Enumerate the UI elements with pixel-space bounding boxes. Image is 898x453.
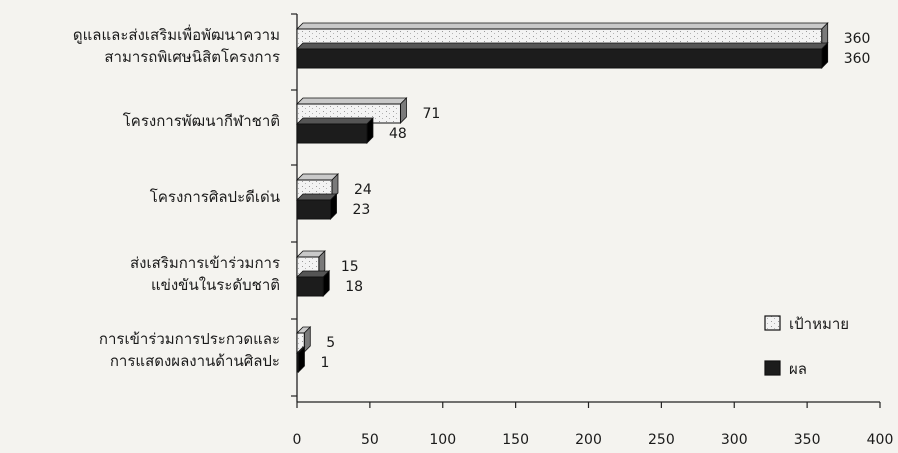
x-tick-label: 100 (429, 432, 456, 448)
x-tick-label: 50 (361, 432, 379, 448)
category-label: ดูแลและส่งเสริมเพื่อพัฒนาความสามารถพิเศษ… (73, 24, 280, 66)
result-value-label: 360 (844, 51, 871, 67)
x-tick-label: 300 (721, 432, 748, 448)
legend-swatch-target (764, 315, 781, 331)
category-label: โครงการศิลปะดีเด่น (150, 188, 280, 206)
legend-label-result: ผล (789, 360, 807, 378)
category-label-line: ดูแลและส่งเสริมเพื่อพัฒนาความ (73, 24, 280, 44)
result-value-label: 23 (353, 202, 371, 218)
result-bar (296, 48, 823, 69)
category-label-line: โครงการพัฒนากีฬาชาติ (123, 112, 280, 130)
bar-top-face (296, 117, 374, 125)
result-value-label: 48 (389, 126, 407, 142)
category-label-line: ส่งเสริมการเข้าร่วมการ (130, 254, 280, 272)
bar-top-face (296, 22, 829, 30)
target-value-label: 5 (326, 335, 335, 351)
category-label: ส่งเสริมการเข้าร่วมการแข่งขันในระดับชาติ (130, 254, 280, 294)
result-value-label: 18 (345, 279, 363, 295)
category-label-line: การแสดงผลงานด้านศิลปะ (110, 352, 280, 370)
x-tick-label: 400 (867, 432, 894, 448)
target-value-label: 15 (341, 259, 359, 275)
category-label-line: การเข้าร่วมการประกวดและ (99, 330, 280, 348)
result-bar (296, 276, 324, 297)
result-bar (296, 352, 299, 373)
x-tick-label: 200 (575, 432, 602, 448)
category-label-line: โครงการศิลปะดีเด่น (150, 188, 280, 206)
target-value-label: 24 (354, 182, 372, 198)
category-label: โครงการพัฒนากีฬาชาติ (123, 112, 280, 130)
result-value-label: 1 (320, 355, 329, 371)
plot-area: 0 50 100 150 200 250 300 350 400 360 71 24 15 5 360 48 2… (73, 13, 894, 448)
bar-top-face (296, 42, 829, 50)
category-label-line: สามารถพิเศษนิสิตโครงการ (104, 48, 280, 66)
category-label: การเข้าร่วมการประกวดและการแสดงผลงานด้านศ… (99, 330, 280, 370)
legend-swatch-result (764, 360, 781, 376)
bar-top-face (296, 97, 408, 105)
x-tick-label: 0 (293, 432, 302, 448)
bar-top-face (296, 173, 339, 181)
x-tick-label: 150 (502, 432, 529, 448)
target-value-label: 360 (844, 31, 871, 47)
target-value-label: 71 (422, 106, 440, 122)
category-label-line: แข่งขันในระดับชาติ (151, 276, 280, 294)
result-bar (296, 199, 332, 220)
bar-top-face (296, 193, 338, 201)
x-tick-label: 350 (794, 432, 821, 448)
legend-label-target: เป้าหมาย (789, 315, 849, 333)
result-bar (296, 123, 368, 144)
x-tick-label: 250 (648, 432, 675, 448)
